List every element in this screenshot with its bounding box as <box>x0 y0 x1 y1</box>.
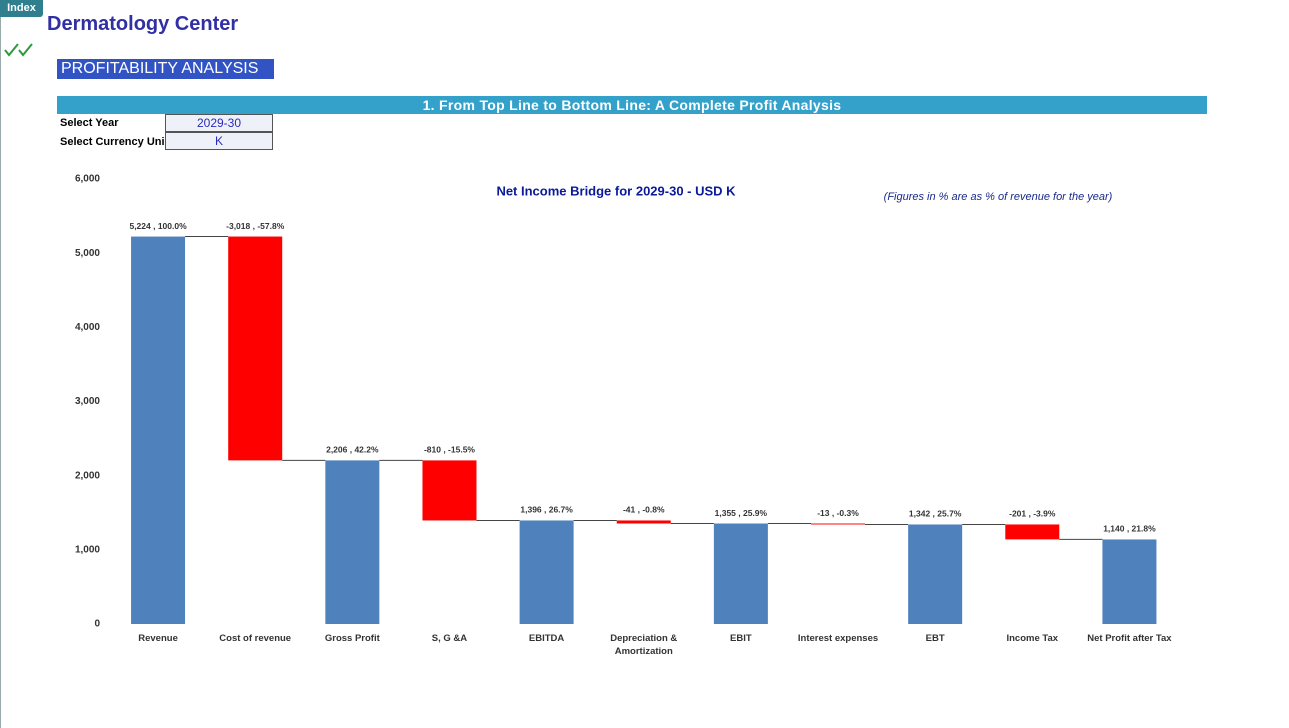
x-tick-label: EBITDA <box>528 633 565 644</box>
data-label: 1,342 , 25.7% <box>909 509 962 519</box>
bar <box>616 520 671 524</box>
data-label: -201 , -3.9% <box>1009 509 1056 519</box>
x-tick-label: EBIT <box>730 633 752 644</box>
x-tick-label: EBT <box>925 633 945 644</box>
input-label: Select Year <box>60 117 119 129</box>
bar <box>908 524 963 624</box>
y-tick-label: 0 <box>94 619 100 630</box>
x-tick-label: Revenue <box>138 633 178 644</box>
bar <box>1005 524 1060 540</box>
x-tick-label: Depreciation & Amortization <box>610 633 678 657</box>
y-tick-label: 4,000 <box>75 322 100 333</box>
y-tick-label: 6,000 <box>75 174 100 185</box>
chart: Net Income Bridge for 2029-30 - USD K (F… <box>0 160 1289 680</box>
x-tick-label: Interest expenses <box>797 633 879 644</box>
x-tick-label: Cost of revenue <box>219 633 292 644</box>
index-button[interactable]: Index <box>0 0 43 17</box>
input-value[interactable]: K <box>165 132 273 150</box>
chart-title: Net Income Bridge for 2029-30 - USD K <box>496 183 736 198</box>
data-label: -13 , -0.3% <box>817 508 859 518</box>
x-tick-label: S, G &A <box>431 633 468 644</box>
banner: 1. From Top Line to Bottom Line: A Compl… <box>57 96 1207 114</box>
y-tick-label: 3,000 <box>75 396 100 407</box>
bar <box>519 520 574 624</box>
bar <box>713 523 768 624</box>
section-header: PROFITABILITY ANALYSIS <box>57 59 274 79</box>
data-label: 5,224 , 100.0% <box>129 221 187 231</box>
bar <box>325 460 380 624</box>
page-title: Dermatology Center <box>47 13 239 35</box>
input-label: Select Currency Uni <box>60 136 165 148</box>
check-icon <box>4 43 33 57</box>
y-tick-label: 5,000 <box>75 248 100 259</box>
bar <box>1102 539 1157 624</box>
data-label: 1,396 , 26.7% <box>520 505 573 515</box>
data-label: -41 , -0.8% <box>623 505 665 515</box>
bar <box>811 523 866 525</box>
y-tick-label: 2,000 <box>75 470 100 481</box>
bar <box>422 460 477 521</box>
bar <box>131 236 186 624</box>
data-label: -810 , -15.5% <box>424 445 475 455</box>
data-label: 1,355 , 25.9% <box>715 508 768 518</box>
bar <box>228 236 283 461</box>
x-tick-label: Gross Profit <box>324 633 380 644</box>
x-tick-label: Income Tax <box>1006 633 1059 644</box>
data-label: 2,206 , 42.2% <box>326 445 379 455</box>
x-tick-label: Net Profit after Tax <box>1087 633 1172 644</box>
chart-note: (Figures in % are as % of revenue for th… <box>884 191 1113 203</box>
data-label: -3,018 , -57.8% <box>226 221 285 231</box>
input-value[interactable]: 2029-30 <box>165 114 273 132</box>
y-tick-label: 1,000 <box>75 544 100 555</box>
chart-svg: Net Income Bridge for 2029-30 - USD K (F… <box>75 174 1157 630</box>
data-label: 1,140 , 21.8% <box>1103 524 1156 534</box>
sheet-edge <box>0 0 1 728</box>
